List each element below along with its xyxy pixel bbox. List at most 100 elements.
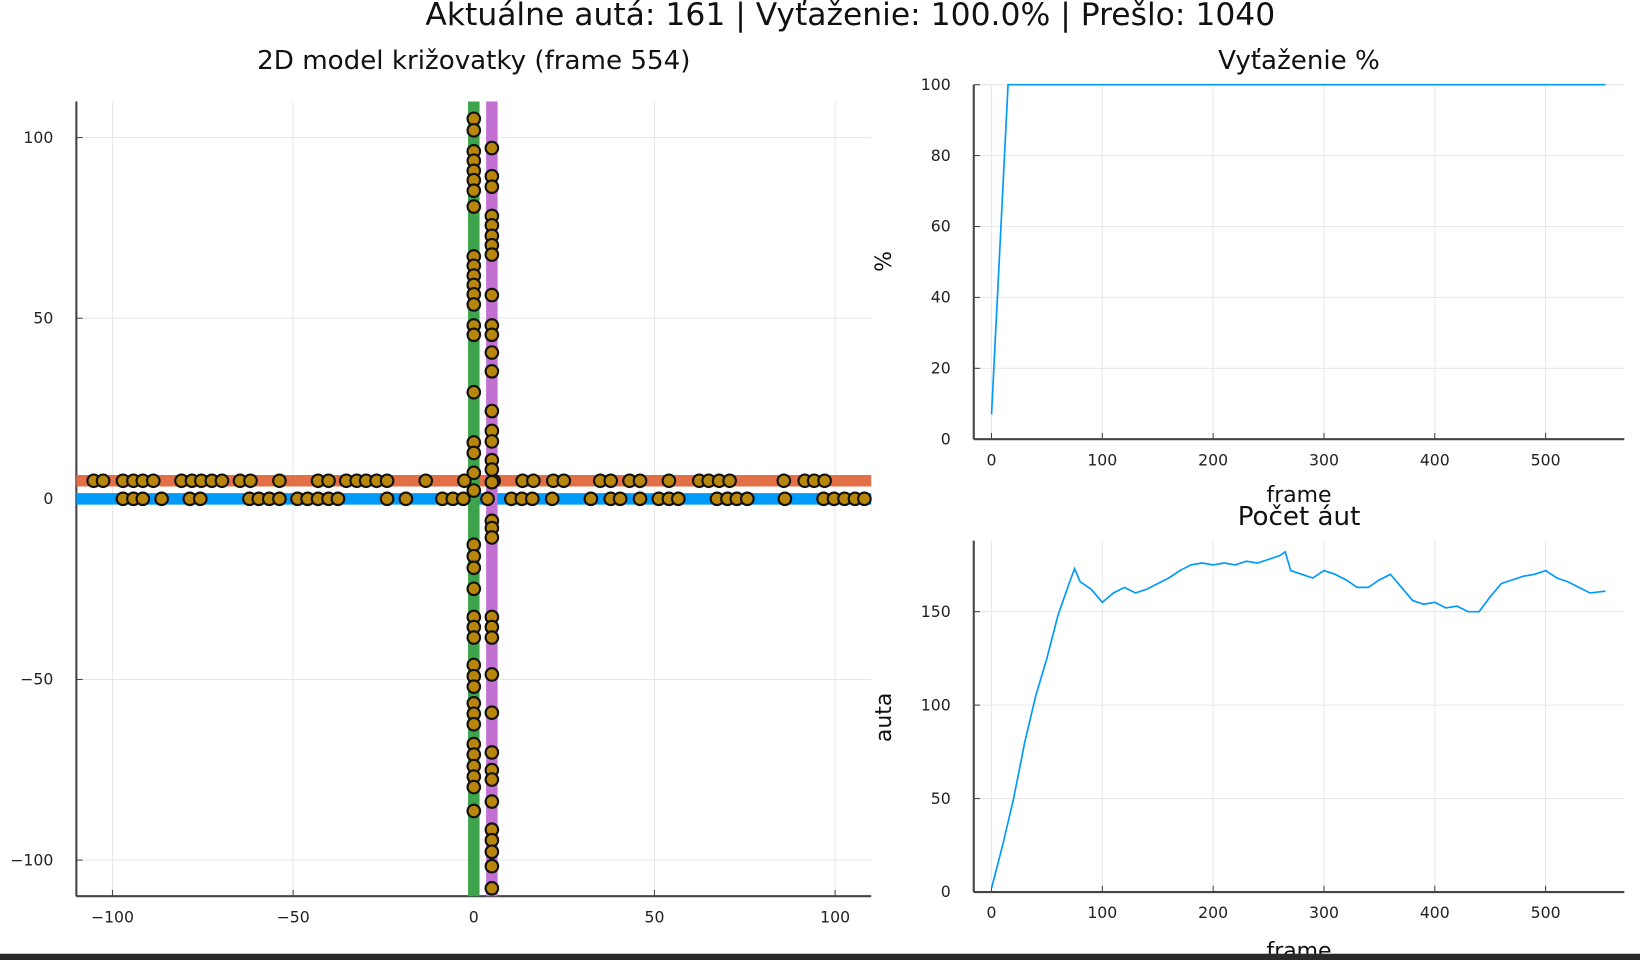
car-marker — [466, 803, 482, 819]
car-marker — [466, 384, 482, 400]
car-marker — [484, 630, 500, 645]
car-marker — [480, 491, 495, 507]
x-tick-label: −50 — [277, 907, 310, 926]
y-tick-label: 100 — [23, 128, 53, 147]
x-tick-label: −100 — [91, 907, 134, 926]
car-marker — [776, 473, 792, 489]
car-marker — [214, 473, 230, 489]
y-tick-label: 20 — [931, 359, 951, 378]
car-marker — [95, 473, 111, 489]
y-tick-label: 60 — [931, 217, 951, 236]
car-marker — [484, 287, 500, 303]
car-marker — [484, 363, 500, 379]
car-marker — [466, 483, 482, 498]
car-marker — [154, 491, 169, 507]
utilization-xlabel: frame — [1266, 483, 1331, 508]
x-tick-label: 0 — [469, 907, 479, 926]
car-marker — [777, 491, 793, 507]
y-tick-label: 100 — [921, 695, 951, 714]
count-plot: 0 100 200 300 400 500 0 50 100 150 — [921, 540, 1625, 922]
car-marker — [379, 491, 395, 507]
car-marker — [466, 679, 482, 694]
y-tick-label: 50 — [931, 789, 951, 808]
x-tick-label: 500 — [1531, 450, 1561, 469]
count-ylabel: auta — [872, 693, 897, 742]
car-marker — [321, 473, 336, 489]
car-marker — [484, 179, 500, 195]
car-marker — [739, 491, 755, 507]
x-tick-label: 300 — [1309, 450, 1339, 469]
car-marker — [398, 491, 414, 507]
car-marker — [722, 473, 737, 489]
x-tick-label: 0 — [986, 450, 996, 469]
car-marker — [484, 880, 500, 896]
car-marker — [632, 473, 648, 489]
car-marker — [612, 491, 628, 507]
car-marker — [418, 473, 434, 489]
utilization-plot: 0 100 200 300 400 500 0 20 40 60 80 100 — [921, 75, 1625, 469]
car-marker — [484, 667, 500, 682]
car-marker — [484, 705, 500, 721]
y-tick-label: 0 — [941, 882, 951, 901]
car-marker — [456, 491, 471, 507]
y-tick-label: −50 — [20, 670, 53, 689]
car-marker — [466, 297, 482, 312]
car-marker — [457, 473, 472, 489]
y-tick-label: −100 — [10, 850, 53, 869]
car-marker — [466, 183, 482, 198]
car-marker — [670, 491, 686, 507]
car-count-series-line — [990, 550, 1606, 889]
y-tick-label: 100 — [921, 75, 951, 94]
car-marker — [466, 581, 482, 597]
y-tick-label: 150 — [921, 602, 951, 621]
car-marker — [466, 199, 482, 214]
car-marker — [466, 716, 482, 732]
x-tick-label: 100 — [1087, 903, 1117, 922]
car-marker — [484, 247, 500, 262]
car-marker — [661, 473, 677, 489]
x-tick-label: 0 — [986, 903, 996, 922]
car-marker — [466, 445, 482, 461]
car-marker — [603, 473, 619, 489]
car-marker — [484, 403, 500, 419]
car-marker — [484, 434, 500, 449]
car-marker — [145, 473, 161, 489]
y-tick-label: 40 — [931, 288, 951, 307]
main-title: Aktuálne autá: 161 | Vyťaženie: 100.0% |… — [425, 0, 1275, 33]
y-tick-label: 50 — [33, 308, 53, 327]
car-marker — [484, 140, 500, 156]
car-marker — [466, 560, 482, 576]
car-marker — [544, 491, 560, 507]
car-marker — [484, 327, 500, 343]
x-tick-label: 400 — [1420, 450, 1450, 469]
car-marker — [583, 491, 599, 507]
count-plot-title: Počet áut — [1238, 502, 1361, 532]
car-marker — [484, 772, 500, 787]
x-tick-label: 100 — [820, 907, 850, 926]
x-tick-label: 200 — [1198, 450, 1228, 469]
car-marker — [526, 473, 541, 489]
car-marker — [857, 491, 872, 507]
bottom-bar — [0, 953, 1640, 960]
intersection-plot: −100 −50 0 50 100 −100 −50 0 50 100 — [10, 101, 872, 926]
car-marker — [272, 473, 287, 489]
utilization-ylabel: % — [872, 251, 897, 272]
car-marker — [817, 473, 832, 489]
x-tick-label: 300 — [1309, 903, 1339, 922]
car-marker — [135, 491, 151, 507]
car-marker — [466, 123, 482, 138]
car-marker — [330, 491, 346, 507]
car-marker — [484, 794, 500, 809]
car-marker — [556, 473, 572, 489]
utilization-plot-title: Vyťaženie % — [1218, 46, 1380, 76]
car-marker — [484, 844, 500, 860]
utilization-series-line — [990, 83, 1606, 415]
car-marker — [466, 630, 482, 645]
y-tick-label: 0 — [941, 429, 951, 448]
x-tick-label: 50 — [644, 907, 664, 926]
car-marker — [272, 491, 287, 507]
car-marker — [484, 345, 500, 360]
car-marker — [484, 858, 500, 874]
car-marker — [466, 327, 482, 343]
